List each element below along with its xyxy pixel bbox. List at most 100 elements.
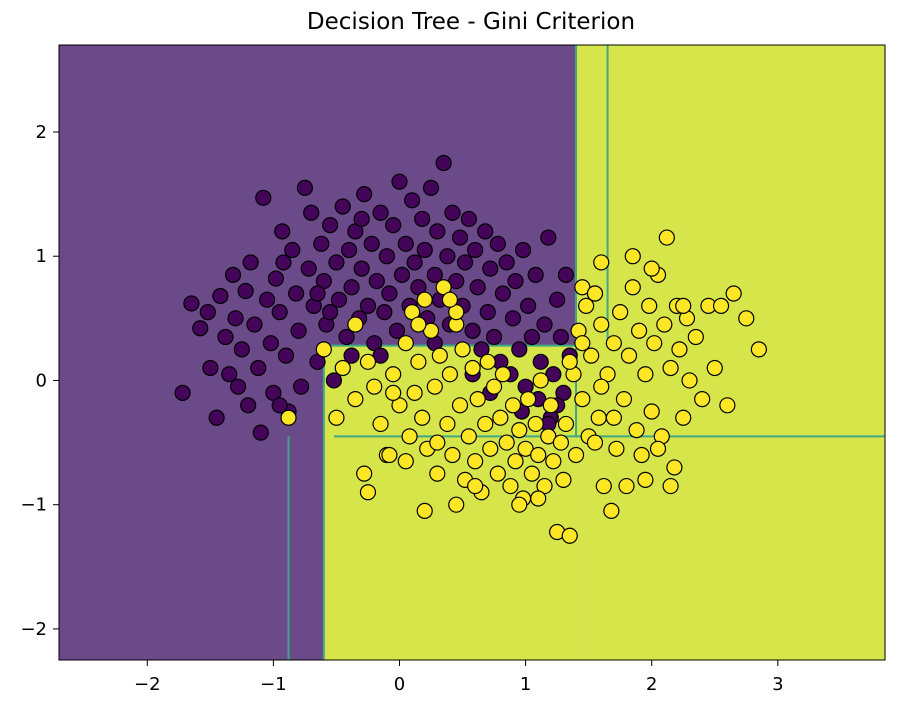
point-class-0-0	[174, 384, 191, 401]
point-class-1-28	[464, 359, 481, 377]
point-class-1-73	[605, 335, 622, 352]
point-class-1-120	[530, 490, 547, 507]
point-class-1-41	[504, 397, 522, 414]
point-class-1-119	[347, 390, 364, 408]
point-class-1-32	[477, 415, 494, 433]
point-class-1-66	[583, 347, 600, 364]
point-class-1-33	[479, 353, 496, 370]
point-class-0-76	[435, 154, 452, 172]
point-class-1-86	[646, 335, 663, 352]
point-class-0-103	[520, 297, 537, 315]
point-class-1-42	[507, 453, 524, 470]
point-class-0-19	[255, 189, 272, 206]
point-class-1-36	[489, 465, 506, 482]
point-class-0-56	[372, 204, 389, 221]
point-class-1-82	[633, 446, 650, 464]
point-class-0-70	[416, 241, 433, 259]
point-class-1-16	[426, 378, 443, 395]
y-axis: −2 −1 0 1 2	[20, 122, 59, 640]
x-tick-label-0: −2	[134, 674, 161, 695]
point-class-0-9	[224, 266, 242, 283]
point-class-0-86	[467, 241, 484, 259]
point-class-0-41	[325, 372, 343, 389]
point-class-0-67	[406, 254, 423, 271]
point-class-0-47	[343, 279, 360, 296]
point-class-0-3	[199, 304, 216, 321]
point-class-0-59	[381, 285, 398, 302]
point-class-0-16	[246, 316, 263, 333]
point-class-0-122	[309, 285, 326, 302]
point-class-0-11	[229, 378, 247, 395]
plot-area	[59, 45, 885, 660]
point-class-1-57	[555, 471, 572, 488]
point-class-1-80	[628, 422, 645, 439]
point-class-0-120	[271, 397, 288, 414]
point-class-1-116	[359, 484, 377, 501]
point-class-0-15	[242, 254, 259, 271]
point-class-1-84	[641, 297, 658, 315]
point-class-1-74	[608, 440, 625, 457]
point-class-1-107	[624, 248, 641, 265]
point-class-0-30	[290, 322, 307, 339]
point-class-0-63	[393, 266, 411, 283]
point-class-1-134	[441, 291, 459, 308]
point-class-1-17	[429, 465, 446, 482]
point-class-1-53	[542, 397, 559, 414]
point-class-1-77	[618, 477, 635, 495]
point-class-1-89	[656, 316, 673, 333]
point-class-0-50	[353, 260, 370, 277]
point-class-1-121	[511, 496, 528, 513]
point-class-1-49	[530, 446, 547, 464]
point-class-1-34	[482, 440, 499, 457]
point-class-0-101	[514, 241, 532, 259]
point-class-1-11	[410, 353, 427, 370]
point-class-0-84	[460, 210, 477, 228]
point-class-1-27	[460, 428, 477, 445]
point-class-1-125	[586, 434, 604, 451]
point-class-1-104	[725, 285, 742, 302]
point-class-0-123	[343, 347, 360, 364]
point-class-1-101	[706, 359, 723, 377]
point-class-1-78	[620, 347, 638, 364]
point-class-1-128	[662, 477, 679, 495]
point-class-1-115	[356, 465, 373, 482]
point-class-0-105	[527, 266, 544, 283]
point-class-1-102	[712, 297, 730, 315]
point-class-1-90	[658, 229, 675, 246]
x-axis: −2 −1 0 1 2 3	[134, 660, 784, 695]
point-class-0-37	[313, 235, 330, 252]
point-class-0-51	[356, 185, 373, 203]
point-class-0-89	[477, 223, 494, 240]
point-class-0-73	[426, 266, 443, 283]
point-class-0-61	[388, 322, 406, 339]
x-tick-label-2: 0	[394, 674, 405, 695]
point-class-1-5	[385, 366, 402, 383]
point-class-0-28	[284, 241, 301, 259]
point-class-0-29	[287, 285, 305, 302]
point-class-1-106	[750, 341, 767, 358]
point-class-0-108	[536, 316, 553, 333]
point-class-0-8	[221, 366, 238, 383]
point-class-1-68	[590, 409, 607, 426]
point-class-1-124	[397, 453, 414, 470]
point-class-1-139	[593, 378, 610, 395]
point-class-1-54	[545, 453, 562, 470]
point-class-0-13	[237, 282, 254, 300]
point-class-1-91	[662, 359, 679, 377]
point-class-0-66	[403, 192, 421, 209]
point-class-1-40	[502, 477, 519, 495]
point-class-1-129	[637, 471, 654, 488]
point-class-0-26	[277, 347, 295, 364]
point-class-1-13	[416, 291, 433, 308]
point-class-0-69	[414, 210, 431, 228]
point-class-0-109	[540, 229, 557, 246]
point-class-1-3	[372, 415, 389, 433]
point-class-1-97	[681, 372, 698, 389]
point-class-0-4	[202, 359, 219, 377]
point-class-0-7	[217, 328, 234, 346]
point-class-1-132	[334, 359, 351, 377]
point-class-1-118	[328, 409, 345, 426]
point-class-1-131	[315, 341, 332, 358]
point-class-1-12	[414, 409, 431, 426]
